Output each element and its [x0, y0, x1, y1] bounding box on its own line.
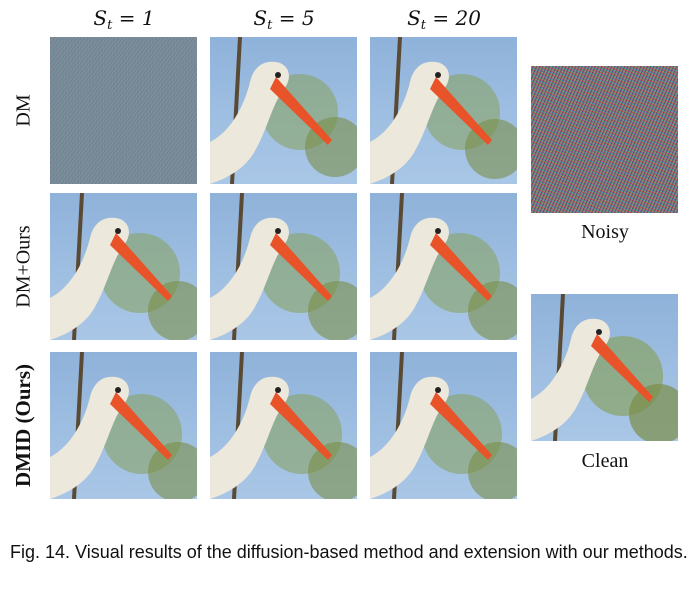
- stork-image: [210, 352, 357, 499]
- stork-image: [531, 294, 678, 441]
- row-label-text: DM+Ours: [12, 225, 35, 308]
- image-clean: [531, 294, 678, 441]
- image-dmid-st20: [370, 352, 517, 499]
- column-header-st-1: St = 1: [50, 6, 198, 33]
- column-header-st-5: St = 5: [210, 6, 358, 33]
- header-symbol: S: [407, 6, 421, 30]
- header-subscript: t: [267, 18, 273, 33]
- column-header-st-20: St = 20: [370, 6, 518, 33]
- header-value: = 1: [118, 6, 155, 30]
- row-label-dm-ours: DM+Ours: [4, 193, 44, 340]
- row-label-text: DM: [12, 94, 35, 127]
- stork-image: [370, 352, 517, 499]
- header-subscript: t: [420, 18, 426, 33]
- header-value: = 20: [432, 6, 481, 30]
- figure-caption: Fig. 14. Visual results of the diffusion…: [10, 542, 688, 562]
- stork-image: [210, 37, 357, 184]
- image-dm-st1: [50, 37, 197, 184]
- noisy-label: Noisy: [581, 221, 629, 243]
- stork-image: [370, 193, 517, 340]
- image-noisy: [531, 66, 678, 213]
- header-value: = 5: [278, 6, 315, 30]
- row-label-dmid-ours: DMID (Ours): [4, 352, 44, 499]
- image-dm-st5: [210, 37, 357, 184]
- row-label-dm: DM: [4, 37, 44, 184]
- image-dmours-st20: [370, 193, 517, 340]
- image-dmours-st1: [50, 193, 197, 340]
- row-label-text: DMID (Ours): [11, 363, 36, 488]
- stork-image: [210, 193, 357, 340]
- stork-image: [50, 193, 197, 340]
- stork-image: [50, 352, 197, 499]
- header-symbol: S: [93, 6, 108, 30]
- image-dmid-st5: [210, 352, 357, 499]
- image-dm-st20: [370, 37, 517, 184]
- image-dmid-st1: [50, 352, 197, 499]
- clean-label: Clean: [581, 450, 629, 472]
- image-dmours-st5: [210, 193, 357, 340]
- header-subscript: t: [107, 18, 113, 33]
- stork-image: [370, 37, 517, 184]
- header-symbol: S: [253, 6, 268, 30]
